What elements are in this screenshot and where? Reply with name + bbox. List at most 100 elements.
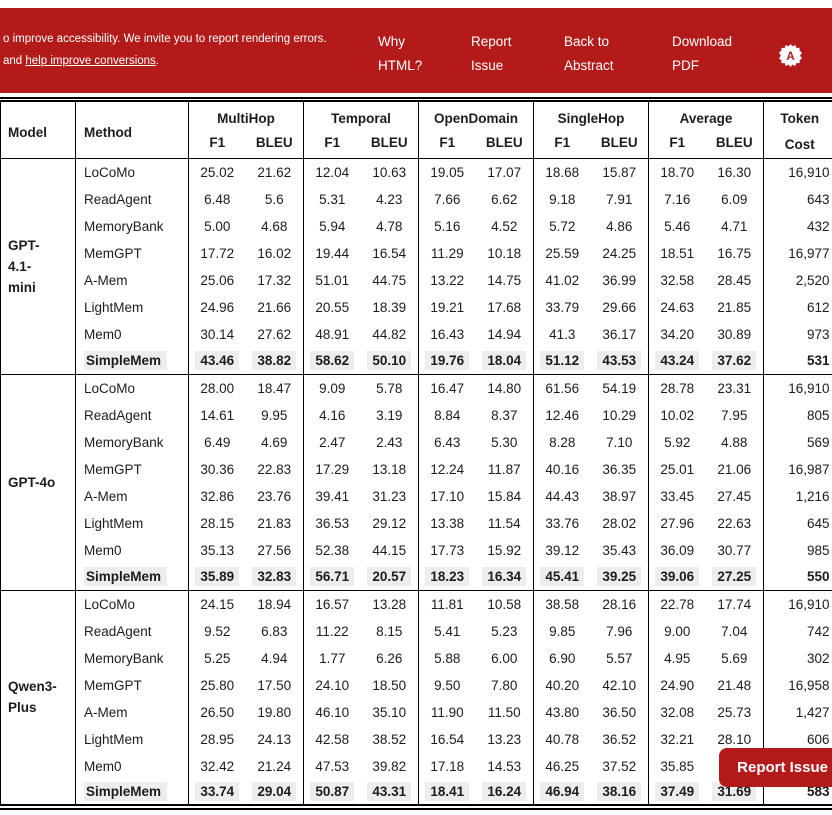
table-row: LightMem 28.95 24.13 42.58 38.52 16.54 13.23 40…: [1, 725, 832, 753]
metric-cell: 24.63: [660, 299, 695, 315]
metric-cell: 33.74: [189, 780, 246, 807]
why-html-link[interactable]: Why HTML?: [378, 34, 423, 73]
metric-cell: 9.09: [319, 380, 346, 396]
metric-cell: 7.16: [664, 191, 691, 207]
metric-cell: 32.58: [660, 272, 695, 288]
method-cell: MemGPT: [75, 239, 189, 267]
metric-cell: 16.47: [430, 380, 465, 396]
metric-cell: 28.02: [590, 509, 650, 537]
metric-cell: 37.62: [705, 347, 765, 375]
metric-cell: 51.01: [315, 272, 350, 288]
report-issue-button[interactable]: Report Issue: [719, 748, 832, 787]
metric-cell: 4.78: [360, 212, 420, 240]
metric-cell: 38.16: [590, 779, 650, 807]
metric-cell: 4.88: [705, 428, 765, 456]
metric-cell: 41.3: [549, 326, 576, 342]
metric-cell: 4.69: [245, 428, 305, 456]
metric-cell: 13.22: [430, 272, 465, 288]
method-cell: LightMem: [75, 725, 189, 753]
arxiv-logo-icon[interactable]: A: [779, 44, 802, 67]
metric-cell: 24.25: [590, 239, 650, 267]
metric-cell: 29.04: [245, 779, 305, 807]
metric-cell: 10.63: [360, 158, 420, 186]
metric-cell: 51.12: [534, 348, 591, 375]
notice-line-1: o improve accessibility. We invite you t…: [3, 33, 327, 45]
metric-cell: 25.59: [545, 245, 580, 261]
metric-cell: 4.71: [705, 212, 765, 240]
table-row: SimpleMem 33.74 29.04 50.87 43.31 18.41 16.24 4…: [1, 779, 832, 807]
metric-cell: 29.12: [360, 509, 420, 537]
metric-cell: 16.34: [475, 563, 535, 591]
metric-cell: 9.50: [434, 677, 461, 693]
table-row: A-Mem 32.86 23.76 39.41 31.23 17.10 15.84 44.43…: [1, 482, 832, 510]
metric-cell: 39.41: [315, 488, 350, 504]
metric-cell: 11.81: [430, 596, 464, 612]
metric-cell: 36.17: [590, 320, 650, 348]
method-cell: Mem0: [75, 320, 189, 348]
metric-cell: 6.90: [549, 650, 576, 666]
metric-cell: 6.48: [204, 191, 231, 207]
metric-cell: 13.28: [360, 590, 420, 618]
col-header-singlehop: SingleHop: [533, 99, 650, 132]
metric-cell: 5.92: [664, 434, 691, 450]
table-header: Model Method MultiHop Temporal OpenDomai…: [0, 99, 832, 159]
metric-cell: 21.48: [705, 671, 765, 699]
notice-line-2: and help improve conversions.: [3, 50, 327, 72]
metric-cell: 14.94: [475, 320, 535, 348]
results-table: Model Method MultiHop Temporal OpenDomai…: [0, 97, 832, 810]
table-row: MemGPT 30.36 22.83 17.29 13.18 12.24 11.87 40.1…: [1, 455, 832, 483]
metric-cell: 5.78: [360, 374, 420, 402]
metric-cell: 27.25: [705, 563, 765, 591]
token-cost-cell: 805: [807, 407, 830, 423]
metric-cell: 24.10: [315, 677, 350, 693]
token-cost-cell: 302: [807, 650, 830, 666]
metric-cell: 8.84: [434, 407, 461, 423]
table-row: A-Mem 26.50 19.80 46.10 35.10 11.90 11.50 43.80…: [1, 698, 832, 726]
metric-cell: 11.54: [475, 509, 535, 537]
report-issue-link[interactable]: Report Issue: [471, 34, 512, 73]
metric-cell: 6.83: [245, 617, 305, 645]
metric-cell: 17.10: [430, 488, 465, 504]
metric-cell: 31.23: [360, 482, 420, 510]
col-header-token-cost: Token Cost: [780, 111, 820, 152]
metric-cell: 24.90: [660, 677, 695, 693]
metric-cell: 14.75: [475, 266, 535, 294]
table-row: GPT- 4.1- mini LoCoMo 25.02 21.62 12.04 10.63…: [0, 158, 832, 375]
metric-cell: 25.80: [200, 677, 235, 693]
help-improve-conversions-link[interactable]: help improve conversions: [25, 55, 156, 67]
subheader-f1: F1: [554, 135, 571, 151]
metric-cell: 18.50: [360, 671, 420, 699]
metric-cell: 11.87: [475, 455, 535, 483]
metric-cell: 16.54: [360, 239, 420, 267]
metric-cell: 10.29: [590, 401, 650, 429]
method-cell: Mem0: [75, 536, 189, 564]
metric-cell: 8.28: [549, 434, 576, 450]
metric-cell: 30.36: [200, 461, 235, 477]
metric-cell: 17.29: [315, 461, 350, 477]
metric-cell: 5.16: [434, 218, 461, 234]
metric-cell: 40.78: [545, 731, 580, 747]
metric-cell: 5.88: [434, 650, 461, 666]
metric-cell: 5.57: [590, 644, 650, 672]
table-row: Qwen3- Plus LoCoMo 24.15 18.94 16.57 13.28 11.…: [0, 590, 832, 807]
subheader-f1: F1: [669, 135, 686, 151]
method-cell: LoCoMo: [75, 158, 189, 186]
metric-cell: 43.46: [189, 348, 246, 375]
metric-cell: 56.71: [304, 564, 361, 591]
back-to-abstract-link[interactable]: Back to Abstract: [564, 34, 614, 73]
metric-cell: 13.18: [360, 455, 420, 483]
metric-cell: 38.58: [545, 596, 580, 612]
metric-cell: 15.92: [475, 536, 535, 564]
metric-cell: 21.62: [245, 158, 305, 186]
metric-cell: 17.68: [475, 293, 535, 321]
metric-cell: 4.94: [245, 644, 305, 672]
metric-cell: 9.18: [549, 191, 576, 207]
col-header-opendomain: OpenDomain: [418, 99, 535, 132]
download-pdf-link[interactable]: Download PDF: [672, 34, 733, 73]
metric-cell: 12.46: [545, 407, 580, 423]
table-row: Mem0 30.14 27.62 48.91 44.82 16.43 14.94 41.3 36…: [1, 320, 832, 348]
subheader-bleu: BLEU: [360, 131, 420, 159]
method-cell: LightMem: [75, 293, 189, 321]
metric-cell: 7.91: [590, 185, 650, 213]
metric-cell: 17.18: [430, 758, 465, 774]
